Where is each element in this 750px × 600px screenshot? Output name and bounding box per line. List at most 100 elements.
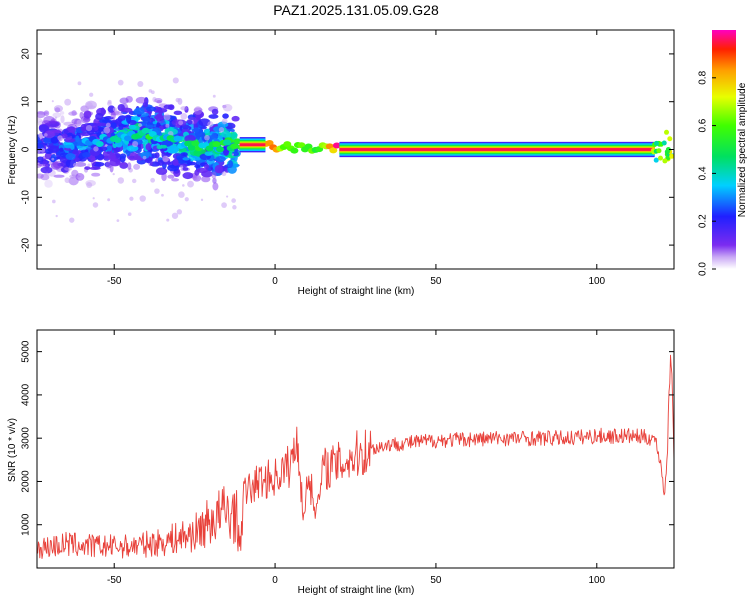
spectral-blob (92, 202, 99, 208)
spectral-blob (132, 178, 137, 184)
spectral-blob (73, 162, 78, 168)
spectral-blob (52, 112, 62, 118)
spectral-blob (75, 135, 80, 143)
spectral-blob (110, 122, 117, 130)
spectral-blob (79, 111, 84, 119)
spectral-blob (182, 152, 188, 157)
spectral-blob (165, 123, 170, 128)
spectral-ridge-blob (216, 146, 225, 153)
y-tick-label: 4000 (21, 383, 32, 406)
spectral-blob (138, 123, 142, 128)
spectral-blob (120, 107, 133, 113)
spectral-ridge-blob (124, 135, 133, 142)
snr-series-line (37, 354, 674, 559)
spectral-blob (127, 212, 132, 217)
spectral-ridge-blob (113, 137, 122, 144)
spectral-blob (214, 164, 223, 174)
tone-band (239, 143, 266, 147)
spectral-blob (178, 191, 185, 198)
spectral-blob (105, 160, 111, 169)
spectral-blob (137, 80, 144, 88)
y-tick-label: -20 (21, 237, 32, 252)
x-tick-label: -50 (107, 575, 122, 586)
y-tick-label: 20 (21, 48, 32, 60)
spectral-blob (109, 158, 121, 167)
spectral-blob (90, 157, 96, 166)
spectral-blob (95, 112, 104, 121)
y-tick-label: 2000 (21, 470, 32, 493)
spectral-blob (654, 140, 660, 146)
x-tick-label: 0 (272, 575, 278, 586)
spectral-blob (112, 172, 115, 176)
spectral-blob (54, 116, 58, 119)
spectral-blob (93, 146, 99, 152)
spectral-blob (661, 140, 667, 146)
spectral-blob (182, 184, 185, 187)
spectral-blob (50, 118, 57, 125)
spectral-blob (163, 113, 171, 121)
spectral-blob (142, 101, 149, 108)
spectrogram-heatmap (37, 77, 674, 223)
spectral-blob (102, 119, 113, 123)
spectral-blob (204, 129, 209, 134)
spectral-ridge-blob (173, 135, 182, 142)
spectral-blob (167, 164, 180, 172)
colorbar-label: Normalized spectral amplitude (737, 82, 748, 217)
spectral-blob (50, 129, 60, 137)
spectral-ridge-blob (230, 143, 239, 150)
spectral-blob (55, 214, 58, 218)
spectral-blob (145, 143, 152, 151)
spectral-blob (68, 111, 78, 116)
spectral-blob (160, 144, 168, 149)
tone-band (339, 148, 655, 151)
spectral-blob (172, 77, 179, 84)
spectral-blob (173, 110, 183, 115)
spectral-blob (203, 164, 210, 169)
spectral-blob (133, 107, 145, 115)
spectral-blob (140, 151, 150, 159)
spectral-ridge-blob (187, 144, 196, 151)
x-tick-label: 100 (588, 575, 605, 586)
snr-frame (36, 329, 675, 569)
spectral-blob (193, 106, 203, 115)
spectral-ridge-blob (95, 141, 104, 148)
spectral-blob (157, 117, 165, 124)
spectral-blob (154, 152, 160, 159)
spectral-blob (180, 112, 188, 120)
colorbar: 0.0 0.2 0.4 0.6 0.8 Normalized spectral ampl… (698, 30, 748, 276)
spectral-blob (84, 111, 94, 116)
spectral-blob (48, 145, 60, 153)
spectral-blob (44, 179, 53, 188)
colorbar-tick-label: 0.2 (698, 214, 709, 228)
snr-x-ticks: -50 0 50 100 (107, 330, 606, 586)
spectral-blob (223, 149, 229, 156)
spectral-blob (128, 124, 137, 130)
colorbar-ticks: 0.0 0.2 0.4 0.6 0.8 (698, 70, 716, 276)
spectral-blob (112, 107, 118, 112)
x-tick-label: 100 (588, 276, 605, 287)
spectral-blob (200, 198, 204, 201)
spectral-blob (194, 164, 201, 169)
spectral-blob (60, 115, 65, 124)
spectral-blob (51, 157, 55, 161)
spectral-blob (208, 114, 219, 119)
spectral-blob (154, 188, 160, 194)
spectral-blob (201, 175, 211, 183)
spectral-blob (37, 156, 44, 161)
spectral-blob (221, 202, 227, 208)
spectral-blob (653, 157, 659, 163)
y-tick-label: 3000 (21, 427, 32, 450)
spectral-blob (175, 97, 180, 103)
spectral-blob (76, 119, 83, 126)
spectral-blob (80, 149, 91, 154)
spectral-blob (171, 212, 179, 219)
spectral-blob (155, 167, 168, 175)
y-tick-label: 10 (21, 96, 32, 108)
spectral-blob (182, 167, 189, 171)
spectral-blob (45, 172, 49, 176)
spectral-blob (82, 152, 91, 158)
figure-title: PAZ1.2025.131.05.09.G28 (273, 2, 439, 18)
y-tick-label: 1000 (21, 513, 32, 536)
spectral-ridge-blob (332, 142, 341, 149)
spectral-blob (232, 205, 237, 210)
